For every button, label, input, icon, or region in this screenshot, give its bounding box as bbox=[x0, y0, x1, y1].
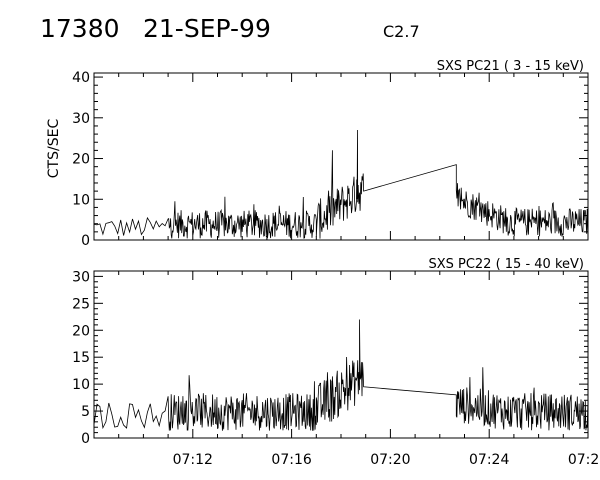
y-tick-label: 30 bbox=[72, 111, 90, 127]
y-tick-label: 0 bbox=[81, 431, 90, 447]
y-tick-label: 5 bbox=[81, 404, 90, 420]
event-id: 17380 bbox=[40, 14, 120, 43]
y-tick-label: 25 bbox=[72, 296, 90, 312]
y-tick-label: 20 bbox=[72, 152, 90, 168]
x-tick-label: 07:16 bbox=[271, 452, 311, 468]
count-rate-series bbox=[93, 319, 589, 431]
plot-frame bbox=[93, 72, 589, 241]
panel-title: SXS PC22 ( 15 - 40 keV) bbox=[428, 257, 584, 272]
y-tick-label: 40 bbox=[72, 70, 90, 86]
y-tick-label: 15 bbox=[72, 350, 90, 366]
y-tick-label: 10 bbox=[72, 377, 90, 393]
y-tick-label: 10 bbox=[72, 192, 90, 208]
x-tick-label: 07:24 bbox=[469, 452, 509, 468]
y-axis-label: CTS/SEC bbox=[46, 119, 62, 179]
y-tick-label: 30 bbox=[72, 269, 90, 285]
flare-class: C2.7 bbox=[383, 22, 420, 41]
y-tick-label: 20 bbox=[72, 323, 90, 339]
x-tick-label: 07:12 bbox=[173, 452, 213, 468]
event-date: 21-SEP-99 bbox=[143, 14, 271, 43]
panel-pc21: 0 10 20 30 40 SXS PC21 ( 3 - 15 keV) CTS/SEC bbox=[46, 59, 589, 249]
x-tick-label: 07:28 bbox=[568, 452, 600, 468]
panel-title: SXS PC21 ( 3 - 15 keV) bbox=[437, 59, 584, 74]
plot-frame bbox=[93, 270, 589, 439]
panel-pc22: 0 5 10 15 20 25 30 07:12 07:16 07:20 07:24 07:28 SXS… bbox=[72, 257, 600, 468]
count-rate-series bbox=[93, 129, 589, 239]
x-tick-label: 07:20 bbox=[370, 452, 410, 468]
y-tick-label: 0 bbox=[81, 233, 90, 249]
